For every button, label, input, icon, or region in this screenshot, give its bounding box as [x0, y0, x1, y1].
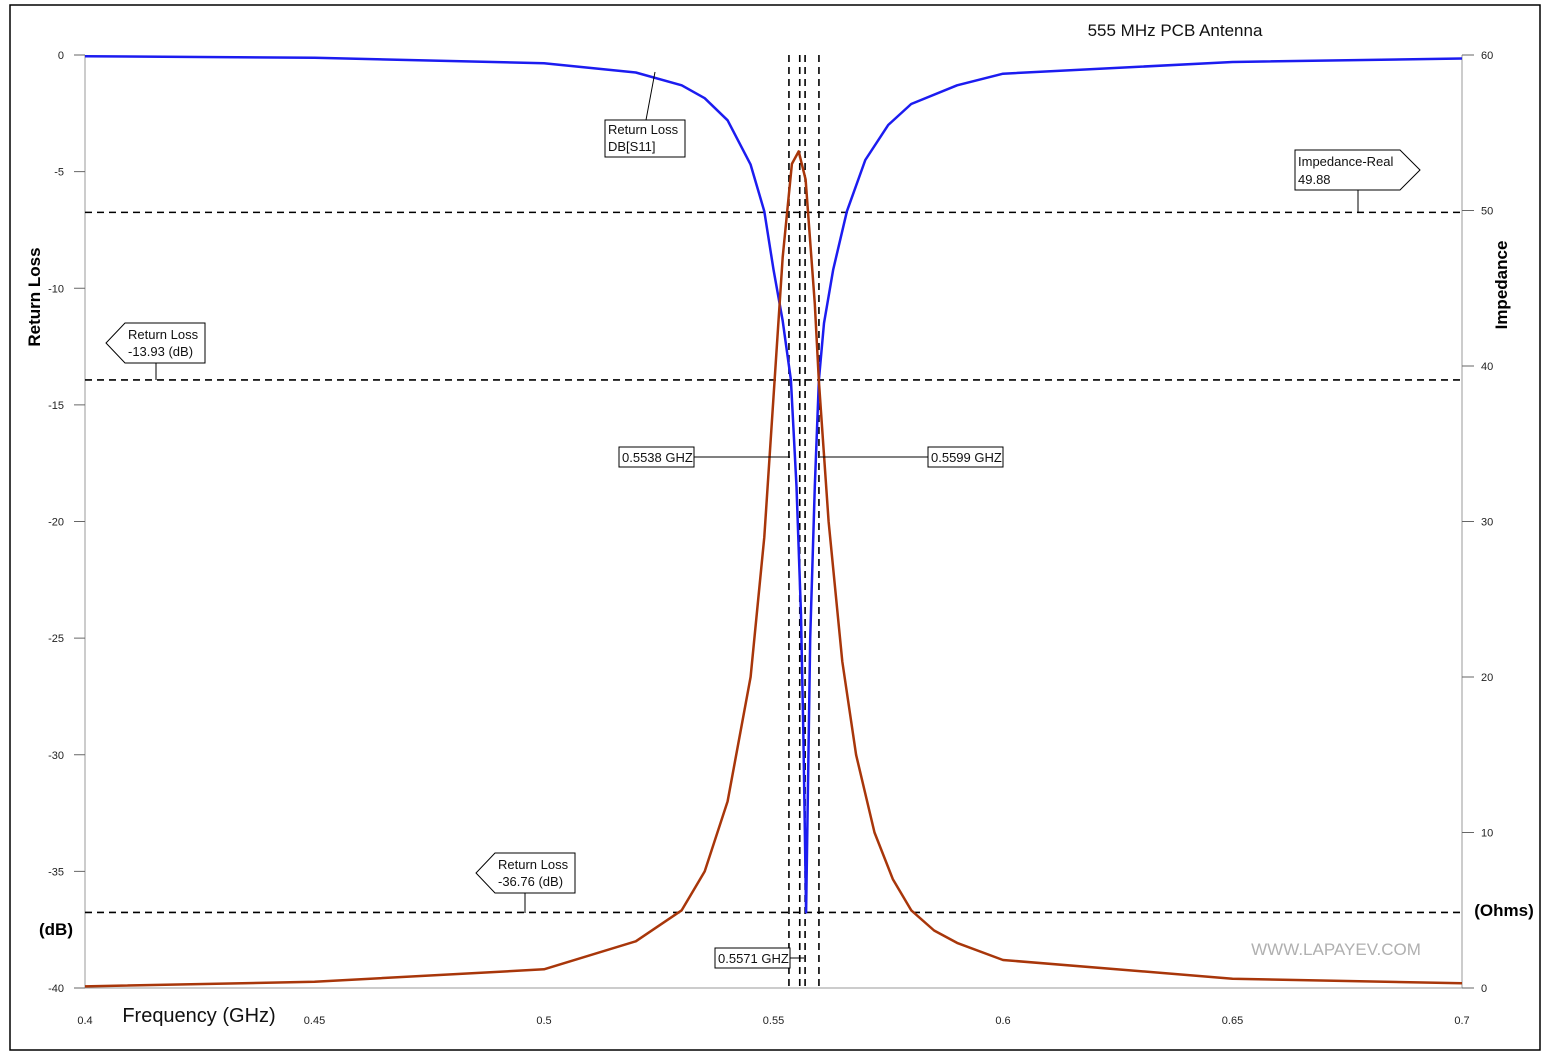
y-left-tick-label: -15: [48, 400, 64, 412]
y-right-unit-label: (Ohms): [1474, 901, 1534, 920]
rl1-label-text-2: -13.93 (dB): [128, 344, 193, 359]
return-loss-series-line: [84, 54, 1463, 914]
x-tick-label: 0.65: [1222, 1015, 1243, 1027]
y-left-tick-label: -20: [48, 517, 64, 529]
f-low-label-box: [618, 446, 695, 468]
chart-frame: [9, 4, 1541, 1051]
rl2-label-text-2: -36.76 (dB): [498, 874, 563, 889]
f-high-label-box: [927, 446, 1004, 468]
imp-label-text-2: 49.88: [1298, 172, 1331, 187]
y-left-axis-label: Return Loss: [25, 247, 44, 346]
chart-title: 555 MHz PCB Antenna: [1088, 21, 1263, 40]
x-tick-label: 0.7: [1454, 1015, 1469, 1027]
y-left-tick-label: 0: [58, 50, 64, 62]
f-center-label-box: [714, 947, 791, 969]
curve-label-leader: [645, 71, 656, 121]
y-left-tick-label: -30: [48, 750, 64, 762]
y-left-tick-label: -25: [48, 633, 64, 645]
f-low-label-text: 0.5538 GHZ: [622, 450, 693, 465]
watermark: WWW.LAPAYEV.COM: [1251, 940, 1421, 959]
y-right-axis-label: Impedance: [1492, 241, 1511, 330]
y-right-tick-label: 10: [1481, 828, 1493, 840]
impedance-real-series-line: [84, 150, 1463, 988]
x-tick-label: 0.5: [536, 1015, 551, 1027]
rl2-label-box: [475, 852, 576, 894]
y-right-tick-label: 0: [1481, 983, 1487, 995]
f-center-label-text: 0.5571 GHZ: [718, 951, 789, 966]
annotation-layer: Return Loss DB[S11] Impedance-Real 49.88 Ret…: [105, 71, 1421, 969]
y-left-unit-label: (dB): [39, 920, 73, 939]
y-right-tick-label: 60: [1481, 50, 1493, 62]
f-high-label-text: 0.5599 GHZ: [931, 450, 1002, 465]
rl2-label-text-1: Return Loss: [498, 857, 569, 872]
x-tick-label: 0.6: [995, 1015, 1010, 1027]
imp-label-box: [1294, 149, 1421, 191]
rl1-label-text-1: Return Loss: [128, 327, 199, 342]
curve-label-text-1: Return Loss: [608, 122, 679, 137]
y-left-tick-label: -40: [48, 983, 64, 995]
y-right-tick-label: 30: [1481, 517, 1493, 529]
y-right-tick-label: 40: [1481, 361, 1493, 373]
y-right-tick-label: 50: [1481, 206, 1493, 218]
tick-layer: 0.4 0.45 0.5 0.55 0.6 0.65 0.7 0 -5 -10 -15 -20 -25 -…: [48, 50, 1493, 1027]
series-layer: [84, 54, 1463, 988]
curve-label-box: [604, 119, 686, 158]
imp-label-text-1: Impedance-Real: [1298, 154, 1393, 169]
y-left-tick-label: -35: [48, 866, 64, 878]
y-left-tick-label: -10: [48, 283, 64, 295]
horizontal-marker-lines: [85, 211, 1462, 914]
x-tick-label: 0.55: [763, 1015, 784, 1027]
y-right-tick-label: 20: [1481, 672, 1493, 684]
x-axis-label: Frequency (GHz): [122, 1005, 275, 1027]
x-tick-label: 0.45: [304, 1015, 325, 1027]
rl1-label-box: [105, 322, 206, 364]
x-tick-label: 0.4: [77, 1015, 92, 1027]
curve-label-text-2: DB[S11]: [608, 139, 655, 154]
y-left-tick-label: -5: [54, 167, 64, 179]
